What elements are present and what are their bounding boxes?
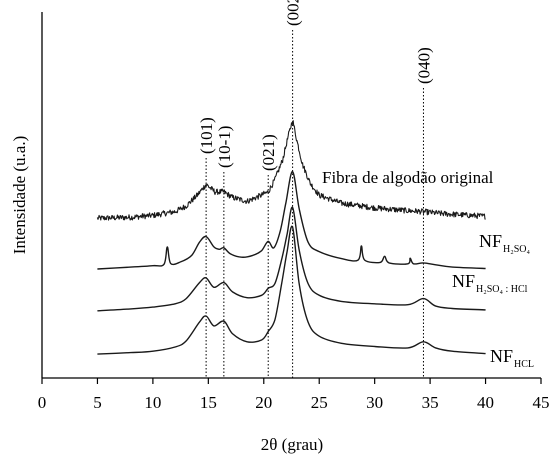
x-tick-label: 25 (311, 393, 328, 412)
series-label-1: NFH₂SO₄ (479, 231, 531, 255)
x-tick-label: 45 (533, 393, 550, 412)
x-axis-ticks: 0 5 10 15 20 25 30 35 40 45 (38, 378, 550, 412)
x-axis-label: 2θ (grau) (261, 435, 323, 454)
series-label-0: Fibra de algodão original (322, 168, 494, 187)
y-axis-label: Intensidade (u.a.) (10, 136, 29, 254)
plot-frame (41, 12, 541, 379)
x-tick-label: 20 (255, 393, 272, 412)
series-group (96, 120, 486, 355)
reflection-label-4: (040) (414, 47, 433, 84)
x-tick-label: 40 (477, 393, 494, 412)
reflection-label-1: (10-1) (215, 126, 234, 168)
x-tick-label: 15 (200, 393, 217, 412)
series-line-3 (97, 225, 486, 355)
reflection-labels: (101)(10-1) (021) (002) (040) (197, 0, 433, 171)
series-line-1 (97, 170, 486, 270)
x-tick-label: 5 (93, 393, 102, 412)
x-tick-label: 0 (38, 393, 47, 412)
series-line-2 (97, 206, 486, 312)
series-label-2: NFH₂SO₄ : HCl (452, 271, 528, 295)
reflection-lines (205, 30, 424, 378)
series-line-0 (96, 120, 486, 221)
x-tick-label: 35 (422, 393, 439, 412)
x-tick-label: 30 (366, 393, 383, 412)
reflection-label-2: (021) (259, 134, 278, 171)
reflection-label-0: (101) (197, 117, 216, 154)
series-label-3: NFHCL (490, 346, 534, 370)
x-tick-label: 10 (144, 393, 161, 412)
series-labels: Fibra de algodão original NFH₂SO₄ NFH₂SO₄ … (322, 168, 534, 370)
reflection-label-3: (002) (284, 0, 303, 26)
